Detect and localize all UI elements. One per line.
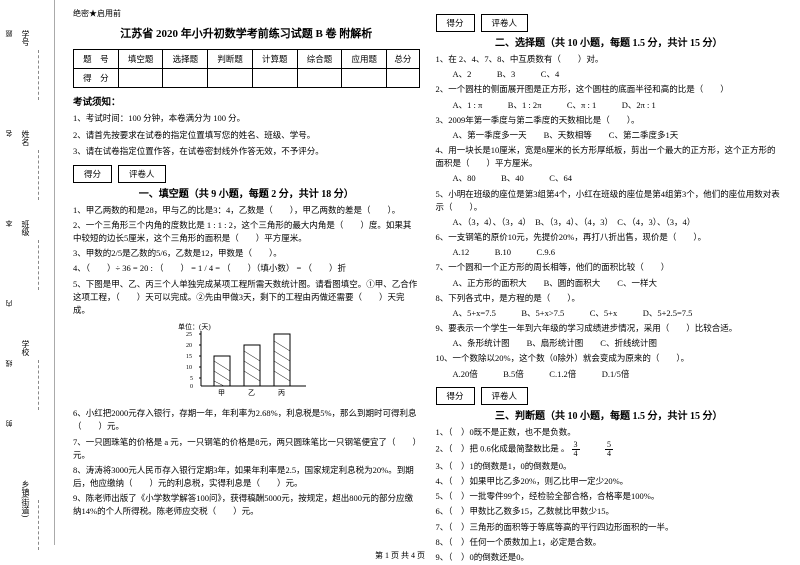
chart-svg: 单位：(天) 25 20 15 10 5 0 甲 乙 — [176, 321, 316, 401]
question: 3、2009年第一季度与第二季度的天数相比是（ ）。 — [436, 114, 783, 127]
svg-text:10: 10 — [186, 365, 192, 371]
grader-box: 得分 评卷人 — [436, 387, 783, 405]
bar-chart: 单位：(天) 25 20 15 10 5 0 甲 乙 — [176, 321, 316, 403]
margin-label: 学校 — [20, 340, 31, 356]
question: 1、（ ）0既不是正数，也不是负数。 — [436, 426, 783, 439]
grader-box: 得分 评卷人 — [73, 165, 420, 183]
right-column: 得分 评卷人 二、选择题（共 10 小题，每题 1.5 分，共计 15 分） 1… — [428, 8, 791, 537]
page-footer: 第 1 页 共 4 页 — [0, 550, 800, 561]
binding-margin: 学号 题 姓名 名 班级 本 学校 内 线 剪 乡镇(街道) — [0, 0, 55, 545]
option-row: A、第一季度多一天 B、天数相等 C、第二季度多1天 — [436, 129, 783, 142]
svg-text:20: 20 — [186, 343, 192, 349]
question: 8、（ ）任何一个质数加上1，必定是合数。 — [436, 536, 783, 549]
margin-label: 姓名 — [20, 130, 31, 146]
question: 2、一个三角形三个内角的度数比是 1 : 1 : 2，这个三角形的最大内角是（ … — [73, 219, 420, 245]
question: 8、涛涛将3000元人民币存入银行定期3年，如果年利率是2.5，国家规定利息税为… — [73, 464, 420, 490]
question: 10、一个数除以20%，这个数（0除外）就会变成为原来的（ ）。 — [436, 352, 783, 365]
question: 4、用一块长是10厘米，宽是8厘米的长方形厚纸板，剪出一个最大的正方形，这个正方… — [436, 144, 783, 170]
question: 9、陈老师出版了《小学数学解答100问》，获得稿酬5000元，按规定，超出800… — [73, 492, 420, 518]
chart-ylabel: 单位：(天) — [178, 322, 211, 331]
option-row: A、条形统计图 B、扇形统计图 C、折线统计图 — [436, 337, 783, 350]
secrecy-tag: 绝密★启用前 — [73, 8, 420, 19]
notice-item: 2、请首先按要求在试卷的指定位置填写您的姓名、班级、学号。 — [73, 129, 420, 143]
option-row: A、2 B、3 C、4 — [436, 68, 783, 81]
question: 2、一个圆柱的侧面展开图是正方形，这个圆柱的底面半径和高的比是（ ） — [436, 83, 783, 96]
notice-item: 1、考试时间：100 分钟，本卷满分为 100 分。 — [73, 112, 420, 126]
option-row: A、1 : π B、1 : 2π C、π : 1 D、2π : 1 — [436, 99, 783, 112]
margin-label: 班级 — [20, 220, 31, 236]
option-row: A、正方形的面积大 B、圆的面积大 C、一样大 — [436, 277, 783, 290]
option-row: A、80 B、40 C、64 — [436, 172, 783, 185]
question: 3、甲数的2/5是乙数的5/6，乙数是12，甲数是（ ）。 — [73, 247, 420, 260]
paper-title: 江苏省 2020 年小升初数学考前练习试题 B 卷 附解析 — [73, 25, 420, 41]
margin-label: 乡镇(街道) — [20, 480, 31, 517]
option-row: A.20倍 B.5倍 C.1.2倍 D.1/5倍 — [436, 368, 783, 381]
section-title: 一、填空题（共 9 小题，每题 2 分，共计 18 分） — [73, 185, 420, 200]
section-title: 二、选择题（共 10 小题，每题 1.5 分，共计 15 分） — [436, 34, 783, 49]
question: 9、要表示一个学生一年到六年级的学习成绩进步情况，采用（ ）比较合适。 — [436, 322, 783, 335]
question: 7、（ ）三角形的面积等于等底等高的平行四边形面积的一半。 — [436, 521, 783, 534]
question: 5、（ ）一批零件99个，经检验全部合格，合格率是100%。 — [436, 490, 783, 503]
question: 4、（ ）÷ 36 = 20 : （ ） = 1 / 4 = （ ）（填小数） … — [73, 262, 420, 275]
option-row: A、（3，4）、（3，4） B、（3，4）、（4，3） C、（4，3）、（3，4… — [436, 216, 783, 229]
fraction: 34 — [572, 441, 580, 458]
question: 5、下图是甲、乙、丙三个人单独完成某项工程所需天数统计图。请看图填空。①甲、乙合… — [73, 278, 420, 318]
table-row: 题 号 填空题 选择题 判断题 计算题 综合题 应用题 总分 — [74, 50, 420, 69]
question: 3、（ ）1的倒数是1，0的倒数是0。 — [436, 460, 783, 473]
question: 7、一个圆和一个正方形的周长相等，他们的面积比较（ ） — [436, 261, 783, 274]
left-column: 绝密★启用前 江苏省 2020 年小升初数学考前练习试题 B 卷 附解析 题 号… — [65, 8, 428, 537]
question: 2、（ ）把 0.6化成最简整数比是 。 34 54 — [436, 441, 783, 458]
notice-title: 考试须知： — [73, 94, 420, 108]
svg-text:5: 5 — [190, 376, 193, 382]
score-table: 题 号 填空题 选择题 判断题 计算题 综合题 应用题 总分 得 分 — [73, 49, 420, 88]
notice-item: 3、请在试卷指定位置作答，在试卷密封线外作答无效，不予评分。 — [73, 145, 420, 159]
option-row: A、5+x=7.5 B、5+x>7.5 C、5+x D、5+2.5=7.5 — [436, 307, 783, 320]
grader-box: 得分 评卷人 — [436, 14, 783, 32]
question: 6、小红把2000元存入银行，存期一年，年利率为2.68%，利息税是5%，那么到… — [73, 407, 420, 433]
question: 5、小明在班级的座位是第3组第4个，小红在班级的座位是第4组第3个，他们的座位用… — [436, 188, 783, 214]
table-row: 得 分 — [74, 69, 420, 88]
svg-text:乙: 乙 — [248, 389, 255, 397]
svg-text:丙: 丙 — [278, 389, 285, 397]
margin-label: 学号 — [20, 30, 31, 46]
question: 8、下列各式中，是方程的是（ ）。 — [436, 292, 783, 305]
question: 6、一支钢笔的原价10元，先提价20%，再打八折出售，现价是（ ）。 — [436, 231, 783, 244]
question: 1、甲乙两数的和是28，甲与乙的比是3：4，乙数是（ ），甲乙两数的差是（ ）。 — [73, 204, 420, 217]
question: 1、在 2、4、7、8、中互质数有（ ）对。 — [436, 53, 783, 66]
section-title: 三、判断题（共 10 小题，每题 1.5 分，共计 15 分） — [436, 407, 783, 422]
question: 4、（ ）如果甲比乙多20%，则乙比甲一定少20%。 — [436, 475, 783, 488]
question: 6、（ ）甲数比乙数多15，乙数就比甲数少15。 — [436, 505, 783, 518]
svg-text:15: 15 — [186, 354, 192, 360]
option-row: A.12 B.10 C.9.6 — [436, 246, 783, 259]
svg-text:甲: 甲 — [218, 389, 225, 397]
fraction: 54 — [605, 441, 613, 458]
svg-text:25: 25 — [186, 332, 192, 338]
question: 7、一只圆珠笔的价格是 a 元，一只钢笔的价格是8元，两只圆珠笔比一只钢笔便宜了… — [73, 436, 420, 462]
svg-text:0: 0 — [190, 384, 193, 390]
